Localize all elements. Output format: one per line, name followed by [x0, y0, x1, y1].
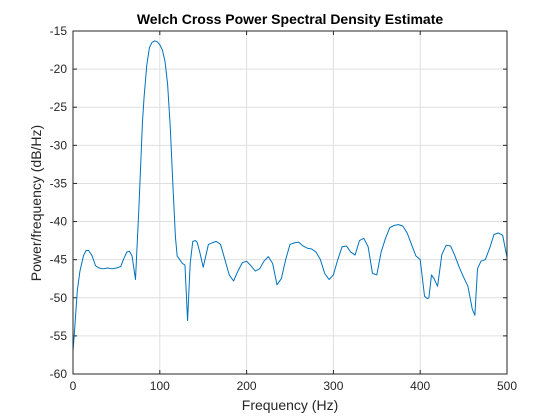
x-axis-label: Frequency (Hz)	[242, 397, 338, 413]
y-tick-label: -60	[50, 367, 68, 381]
x-tick-label: 300	[323, 379, 343, 393]
y-axis-label: Power/frequency (dB/Hz)	[28, 125, 44, 281]
grid-lines	[72, 30, 508, 375]
y-tick-label: -20	[50, 62, 68, 76]
x-tick-label: 100	[150, 379, 170, 393]
x-tick-label: 500	[497, 379, 517, 393]
series-line	[72, 40, 508, 352]
y-tick-label: -15	[50, 24, 68, 38]
y-tick-label: -50	[50, 291, 68, 305]
x-tick-label: 200	[237, 379, 257, 393]
y-tick-label: -35	[50, 176, 68, 190]
y-tick-label: -25	[50, 100, 68, 114]
plot-frame	[72, 30, 508, 375]
y-tick-label: -55	[50, 329, 68, 343]
y-tick-label: -45	[50, 253, 68, 267]
x-tick-label: 400	[410, 379, 430, 393]
y-tick-label: -40	[50, 215, 68, 229]
axis-ticks: 0 100 200 300 400 500 -60 -55 -50 -45 -40 -35 -30 -25…	[50, 24, 518, 393]
y-tick-label: -30	[50, 138, 68, 152]
x-tick-label: 0	[70, 379, 77, 393]
chart-title: Welch Cross Power Spectral Density Estim…	[137, 11, 444, 27]
